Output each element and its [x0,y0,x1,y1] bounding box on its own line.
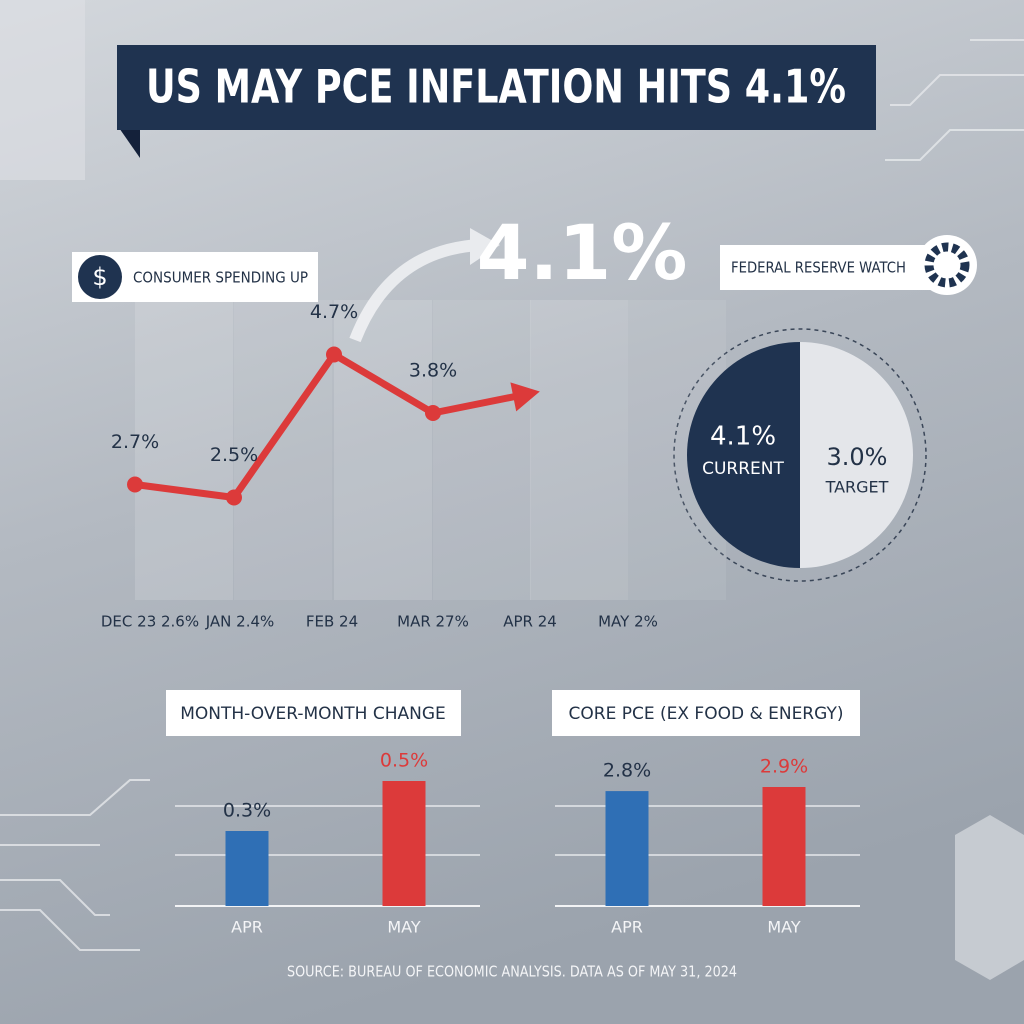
badge [720,245,942,290]
value-label: 2.8% [603,760,651,782]
value-label: 2.9% [760,756,808,778]
point [326,346,342,363]
bar [382,781,426,906]
column-decor [530,300,628,600]
decor-arrow [349,239,481,343]
circuit-decor [0,39,1024,951]
core-panel [552,690,860,907]
headline-value: 4.1% [477,208,688,297]
category-label: CURRENT [702,459,784,479]
column-decor [135,300,233,600]
panel-title: MONTH-OVER-MONTH CHANGE [180,704,446,724]
x-tick-label: MAY [387,918,421,937]
value-label: 2.7% [111,431,159,453]
column-decor [334,300,432,600]
circle-outline [673,328,927,582]
source: SOURCE: BUREAU OF ECONOMIC ANALYSIS. DAT… [287,963,737,981]
bar [225,831,269,906]
half-current [687,342,800,568]
badge-icon [78,255,122,299]
half-target [800,342,913,568]
decor-arrow-head [470,228,500,265]
bar [762,787,806,906]
point [226,489,242,506]
x-tick-label: APR [231,918,263,937]
point [127,476,143,493]
x-tick-label: MAY [767,918,801,937]
badge-text: FEDERAL RESERVE WATCH [731,259,906,277]
value-label: 0.3% [223,800,271,822]
x-tick-label: MAR 27% [397,613,469,631]
panel-title: CORE PCE (EX FOOD & ENERGY) [569,704,844,724]
value-label: 4.1% [710,422,776,452]
bar [605,791,649,906]
value-label: 3.8% [409,360,457,382]
x-tick-label: APR 24 [503,613,557,631]
point [425,405,441,421]
category-label: TARGET [825,478,889,497]
mom-panel [166,690,480,907]
title-fold [117,125,140,158]
column-decor [234,300,332,600]
dollar-icon: $ [92,263,107,291]
value-label: 0.5% [380,750,428,772]
title: US MAY PCE INFLATION HITS 4.1% [146,60,846,114]
x-tick-label: FEB 24 [306,613,358,631]
column-decor [433,300,531,600]
x-tick-label: APR [611,918,643,937]
value-label: 3.0% [827,443,888,471]
decor-panel [0,0,85,180]
badge-text: CONSUMER SPENDING UP [133,269,308,287]
decor-hex [955,815,1024,980]
panel-title-box [166,690,461,736]
panel-title-box [552,690,860,736]
x-tick-label: JAN 2.4% [205,613,275,631]
value-label: 2.5% [210,444,258,466]
x-tick-label: DEC 23 2.6% [101,613,199,631]
arrow-head [510,382,540,412]
title-banner [117,45,876,130]
value-label: 4.7% [310,301,358,323]
x-tick-label: MAY 2% [598,613,658,631]
gear-icon [924,242,970,288]
